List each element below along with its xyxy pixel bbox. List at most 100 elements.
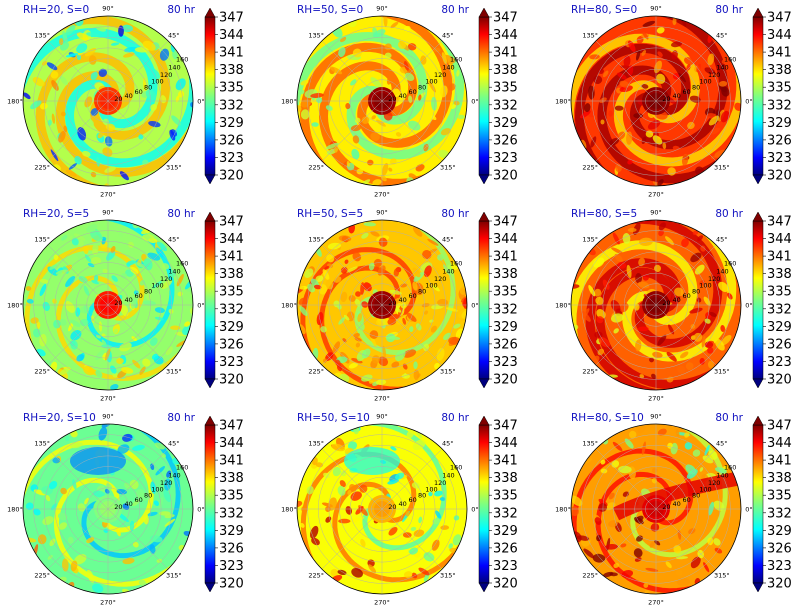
radial-tick-label: 120: [434, 275, 446, 283]
angle-tick-label: 135°: [582, 236, 598, 244]
angle-tick-label: 180°: [7, 506, 23, 514]
radial-tick-label: 160: [724, 56, 736, 64]
colorbar-extend-max: [478, 415, 490, 426]
angle-tick-label: 180°: [555, 506, 571, 514]
colorbar-tick-label: 329: [493, 116, 518, 131]
radial-tick-label: 20: [662, 503, 670, 511]
angle-tick-label: 45°: [442, 236, 454, 244]
colorbar: 347 344 341 338 335 332 329 326 323 320: [204, 7, 244, 185]
theta-e-field: [297, 424, 467, 594]
angle-tick-label: 180°: [7, 302, 23, 310]
angle-tick-label: 270°: [374, 191, 390, 199]
angle-tick-label: 0°: [471, 302, 478, 310]
radial-tick-label: 140: [716, 268, 728, 276]
angle-tick-label: 225°: [582, 571, 598, 579]
colorbar-tick-label: 347: [767, 419, 792, 434]
angle-tick-label: 270°: [100, 191, 116, 199]
angle-tick-label: 225°: [34, 163, 50, 171]
radial-tick-label: 60: [134, 496, 142, 504]
angle-tick-label: 135°: [308, 440, 324, 448]
radial-tick-label: 20: [388, 503, 396, 511]
time-label: 80 hr: [167, 412, 195, 424]
polar-grid: [296, 423, 468, 595]
colorbar: 347 344 341 338 335 332 329 326 323 320: [752, 415, 792, 593]
colorbar-tick-label: 347: [493, 419, 518, 434]
colorbar-tick-label: 341: [493, 250, 518, 265]
colorbar-tick-label: 338: [767, 63, 792, 78]
colorbar: 347 344 341 338 335 332 329 326 323 320: [752, 7, 792, 185]
radial-tick-label: 80: [144, 491, 152, 499]
radial-tick-label: 120: [160, 479, 172, 487]
colorbar-tick-label: 338: [493, 267, 518, 282]
angle-tick-label: 135°: [34, 440, 50, 448]
colorbar-tick-label: 329: [767, 524, 792, 539]
colorbar-tick-label: 329: [219, 524, 244, 539]
colorbar-tick-label: 347: [219, 11, 244, 26]
angle-tick-label: 90°: [650, 209, 662, 217]
angle-tick-label: 315°: [440, 571, 456, 579]
angle-tick-label: 315°: [714, 367, 730, 375]
time-label: 80 hr: [715, 208, 743, 220]
colorbar-tick-label: 323: [493, 559, 518, 574]
angle-tick-label: 135°: [34, 236, 50, 244]
colorbar-extend-min: [478, 378, 490, 389]
angle-tick-label: 135°: [308, 236, 324, 244]
time-label: 80 hr: [715, 412, 743, 424]
colorbar-tick-label: 320: [767, 577, 792, 592]
polar-grid: [22, 219, 194, 391]
colorbar-tick-label: 326: [767, 541, 792, 556]
radial-tick-label: 40: [125, 92, 133, 100]
angle-tick-label: 315°: [440, 163, 456, 171]
colorbar-tick-label: 338: [219, 471, 244, 486]
polar-grid: [570, 219, 742, 391]
angle-tick-label: 270°: [648, 191, 664, 199]
colorbar-tick-label: 347: [219, 419, 244, 434]
polar-grid: [22, 15, 194, 187]
colorbar-tick-label: 326: [493, 541, 518, 556]
colorbar-tick-label: 332: [219, 98, 244, 113]
colorbar-tick-label: 329: [493, 524, 518, 539]
colorbar-tick-label: 332: [767, 98, 792, 113]
angle-tick-label: 225°: [308, 163, 324, 171]
colorbar-tick-label: 344: [767, 28, 792, 43]
radial-tick-label: 120: [434, 71, 446, 79]
colorbar-tick-label: 332: [767, 302, 792, 317]
colorbar: 347 344 341 338 335 332 329 326 323 320: [752, 211, 792, 389]
colorbar-extend-max: [752, 415, 764, 426]
colorbar-tick-label: 347: [767, 215, 792, 230]
colorbar-tick-label: 341: [767, 250, 792, 265]
colorbar-tick-label: 326: [493, 133, 518, 148]
colorbar-tick-label: 326: [219, 541, 244, 556]
polar-frame: [570, 423, 742, 595]
radial-tick-label: 40: [125, 500, 133, 508]
time-label: 80 hr: [441, 412, 469, 424]
radial-tick-label: 60: [682, 88, 690, 96]
radial-tick-label: 40: [399, 296, 407, 304]
radial-tick-label: 60: [682, 496, 690, 504]
angle-tick-label: 270°: [100, 599, 116, 607]
panel-title: RH=20, S=5: [23, 208, 89, 220]
colorbar-tick-label: 323: [767, 559, 792, 574]
colorbar-tick-label: 341: [767, 46, 792, 61]
colorbar-tick-label: 335: [219, 81, 244, 96]
angle-tick-label: 0°: [745, 98, 752, 106]
colorbar-tick-label: 320: [767, 373, 792, 388]
colorbar-tick-label: 320: [493, 169, 518, 184]
angle-tick-label: 135°: [582, 32, 598, 40]
radial-tick-label: 160: [450, 464, 462, 472]
angle-tick-label: 90°: [376, 413, 388, 421]
colorbar-tick-label: 332: [493, 98, 518, 113]
colorbar-tick-label: 329: [767, 116, 792, 131]
radial-tick-label: 140: [168, 268, 180, 276]
radial-tick-label: 100: [425, 78, 437, 86]
panel-title: RH=80, S=10: [571, 412, 644, 424]
angle-tick-label: 90°: [376, 209, 388, 217]
radial-tick-label: 120: [708, 479, 720, 487]
radial-tick-label: 140: [716, 64, 728, 72]
colorbar: 347 344 341 338 335 332 329 326 323 320: [478, 7, 518, 185]
colorbar-tick-label: 338: [493, 63, 518, 78]
colorbar-tick-label: 341: [219, 46, 244, 61]
angle-tick-label: 225°: [308, 367, 324, 375]
radial-tick-label: 60: [682, 292, 690, 300]
